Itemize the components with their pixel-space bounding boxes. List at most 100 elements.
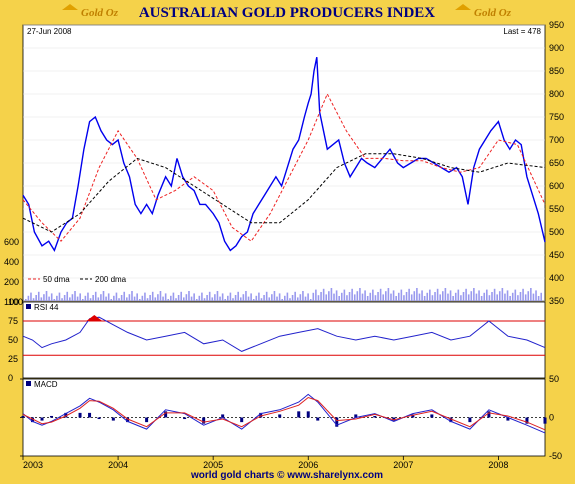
macd-histogram-bar (64, 412, 68, 418)
volume-bar (56, 295, 58, 301)
volume-bar (320, 292, 322, 301)
rsi-series (22, 315, 546, 356)
macd-histogram-bar (202, 417, 206, 424)
volume-bar (366, 296, 369, 301)
volume-bar (180, 291, 182, 301)
volume-bar (359, 288, 361, 301)
macd-histogram-bar (88, 412, 92, 418)
volume-bar (185, 294, 188, 301)
volume-bar (247, 296, 250, 301)
macd-series (21, 393, 547, 434)
volume-bar (128, 294, 131, 301)
volume-bar (416, 288, 418, 301)
volume-bar (286, 292, 289, 301)
volume-bar (374, 295, 377, 301)
price-y-tick-label: 650 (549, 158, 564, 168)
volume-bar (348, 292, 351, 301)
macd-label: MACD (34, 380, 58, 389)
volume-bar (460, 295, 462, 301)
volume-bar (203, 298, 206, 301)
price-legend: 50 dma 200 dma (28, 275, 127, 284)
volume-bar (509, 296, 511, 301)
macd-histogram-bar (278, 414, 282, 418)
macd-histogram-bar (111, 417, 115, 421)
volume-bar (63, 295, 66, 301)
volume-bar (496, 294, 498, 301)
volume-bar (429, 289, 431, 301)
volume-bar (519, 292, 522, 301)
volume-bar (79, 293, 81, 301)
volume-bar (284, 295, 286, 301)
volume-bar (193, 293, 195, 301)
volume-bar (346, 295, 348, 301)
volume-bar (527, 291, 530, 301)
volume-bar (506, 290, 509, 301)
volume-bar (403, 295, 405, 301)
price-y-tick-label: 600 (549, 181, 564, 191)
volume-bar (105, 296, 107, 301)
volume-bar (45, 291, 48, 301)
legend-200dma-label: 200 dma (95, 275, 127, 284)
macd-histogram-bar (449, 417, 453, 423)
rsi-y-tick-label: 50 (8, 335, 18, 345)
macd-histogram-bar (183, 417, 187, 420)
volume-bar (250, 293, 252, 301)
volume-bar (434, 292, 436, 301)
volume-bar (317, 295, 320, 301)
macd-histogram-bar (78, 412, 82, 418)
price-y-tick-label: 750 (549, 112, 564, 122)
volume-bars (25, 288, 543, 301)
rsi-y-tick-label: 100 (8, 297, 23, 307)
volume-bar (436, 288, 439, 301)
volume-bar (265, 291, 268, 301)
volume-bar (48, 296, 50, 301)
volume-bar (364, 290, 366, 301)
legend-50dma-label: 50 dma (43, 275, 70, 284)
macd-histogram-bar (21, 415, 25, 418)
ma200-line (22, 153, 546, 233)
volume-bar (517, 295, 519, 301)
rsi-y-tick-label: 25 (8, 354, 18, 364)
volume-bar (307, 293, 309, 301)
volume-bar (232, 298, 234, 301)
ma50-line (22, 92, 546, 242)
x-tick-label: 2004 (108, 460, 128, 470)
volume-bar (123, 291, 126, 301)
rsi-y-ticks: 0 25 50 75 100 (8, 297, 23, 383)
volume-bar (61, 298, 63, 301)
volume-bar (89, 298, 92, 301)
price-series (22, 57, 546, 253)
volume-bar (214, 294, 216, 301)
volume-bar (540, 292, 543, 301)
volume-bar (296, 297, 299, 301)
macd-histogram-bar (487, 411, 491, 418)
rsi-y-tick-label: 0 (8, 373, 13, 383)
volume-bar (146, 298, 149, 301)
volume-y-tick-label: 200 (4, 277, 19, 287)
volume-bar (25, 299, 27, 301)
volume-bar (120, 295, 123, 301)
volume-bar (524, 294, 527, 301)
volume-bar (369, 292, 372, 301)
logo-right-text: Gold Oz (474, 7, 512, 19)
footer-credit: world gold charts © www.sharelynx.com (190, 470, 383, 481)
volume-bar (221, 293, 224, 301)
rsi-y-tick-label: 75 (8, 316, 18, 326)
macd-histogram-bar (240, 417, 244, 423)
volume-bar (211, 297, 214, 301)
volume-bar (340, 292, 343, 301)
gold-oz-logo-left: Gold Oz (62, 4, 119, 19)
volume-bar (418, 293, 421, 301)
price-y-tick-label: 400 (549, 273, 564, 283)
volume-bar (530, 288, 532, 301)
volume-bar (159, 291, 162, 301)
volume-bar (441, 291, 444, 301)
volume-bar (444, 288, 447, 301)
volume-bar (81, 299, 84, 301)
price-y-tick-label: 500 (549, 227, 564, 237)
volume-bar (58, 292, 61, 301)
macd-histogram-bar (306, 411, 310, 418)
macd-histogram-bar (221, 414, 225, 418)
volume-bar (43, 294, 45, 301)
volume-bar (462, 292, 465, 301)
